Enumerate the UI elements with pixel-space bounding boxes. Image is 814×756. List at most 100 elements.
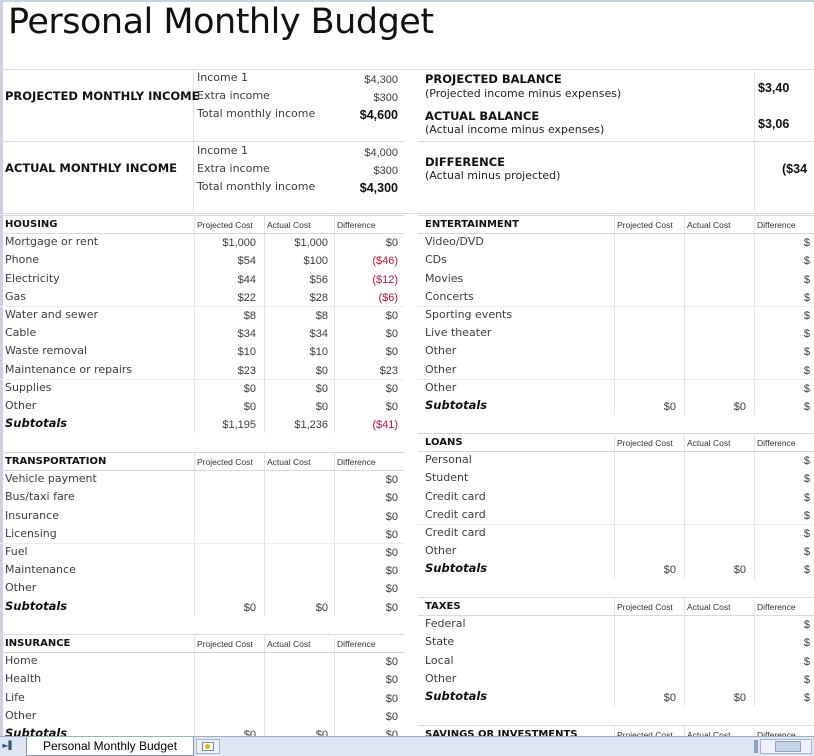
row-label: Gas	[5, 289, 26, 303]
difference-cell[interactable]: $0	[385, 583, 398, 596]
projected-income-value[interactable]: $4,300	[364, 74, 398, 86]
actual-cell[interactable]: $8	[315, 310, 328, 322]
difference-cell[interactable]: $	[803, 382, 810, 395]
difference-cell[interactable]: $0	[385, 474, 398, 487]
actual-cell[interactable]: $0	[315, 364, 328, 377]
actual-cell[interactable]: $28	[309, 291, 328, 304]
difference-cell[interactable]: $	[803, 328, 810, 341]
difference-cell[interactable]: $0	[385, 328, 398, 341]
actual-cell[interactable]: $10	[309, 346, 328, 359]
difference-cell[interactable]: $	[803, 509, 810, 522]
difference-cell[interactable]: ($6)	[378, 291, 398, 304]
tab-split-handle[interactable]	[754, 740, 758, 753]
difference-cell[interactable]: $	[803, 364, 810, 377]
difference-cell[interactable]: $	[803, 673, 810, 686]
new-sheet-icon	[202, 742, 214, 751]
difference-cell[interactable]: $0	[385, 547, 398, 559]
projected-cell[interactable]: $10	[237, 346, 256, 359]
actual-total-value[interactable]: $4,300	[359, 181, 398, 195]
difference-cell[interactable]: $23	[379, 364, 398, 377]
section-heading: TRANSPORTATION	[5, 456, 107, 467]
scrollbar-thumb[interactable]	[775, 741, 801, 752]
actual-income-value[interactable]: $4,000	[364, 147, 398, 159]
actual-cell[interactable]: $1,000	[294, 237, 328, 250]
projected-cell[interactable]: $22	[237, 291, 256, 304]
difference-cell[interactable]: ($12)	[372, 273, 398, 286]
actual-balance-value[interactable]: $3,06	[758, 117, 790, 131]
difference-cell[interactable]: $0	[385, 510, 398, 523]
projected-cell[interactable]: $8	[243, 310, 256, 322]
difference-cell[interactable]: $0	[385, 237, 398, 250]
difference-cell[interactable]: $0	[385, 401, 398, 413]
tab-scroll-last-icon[interactable]: ►▌	[2, 741, 15, 750]
new-sheet-star-icon	[205, 744, 210, 749]
difference-cell[interactable]: $	[803, 310, 810, 322]
section-heading: HOUSING	[5, 219, 58, 230]
subtotal-label: Subtotals	[5, 726, 68, 736]
section-divider	[0, 452, 404, 453]
page-title: Personal Monthly Budget	[8, 2, 434, 42]
difference-cell[interactable]: $0	[385, 346, 398, 359]
insert-sheet-button[interactable]	[196, 739, 220, 754]
header-underline	[0, 470, 404, 472]
column-divider	[264, 452, 265, 616]
difference-cell[interactable]: $	[803, 637, 810, 650]
header-underline	[0, 233, 404, 235]
divider	[0, 141, 405, 142]
row-label: Cable	[5, 326, 37, 340]
sheet-tab-bar: ►▌ Personal Monthly Budget	[0, 736, 814, 756]
projected-cell[interactable]: $54	[237, 255, 256, 268]
difference-cell[interactable]: $	[803, 528, 810, 540]
difference-value[interactable]: ($34	[782, 162, 808, 176]
actual-extra-value[interactable]: $300	[373, 165, 398, 177]
difference-cell[interactable]: $	[803, 455, 810, 468]
difference-cell[interactable]: $	[803, 473, 810, 486]
difference-cell[interactable]: $	[803, 291, 810, 304]
projected-cell[interactable]: $23	[237, 364, 256, 377]
column-divider	[614, 597, 615, 707]
projected-balance-value[interactable]: $3,40	[758, 81, 790, 95]
section-divider	[0, 634, 404, 635]
difference-cell[interactable]: $0	[385, 565, 398, 578]
column-header-actual: Actual Cost	[267, 639, 311, 649]
difference-cell[interactable]: $0	[385, 492, 398, 505]
column-header-actual: Actual Cost	[687, 730, 731, 736]
actual-cell[interactable]: $0	[315, 382, 328, 395]
actual-cell[interactable]: $0	[315, 401, 328, 413]
difference-cell[interactable]: ($46)	[372, 255, 398, 268]
row-label: Other	[425, 544, 457, 558]
row-label: Other	[425, 380, 457, 394]
difference-cell[interactable]: $	[803, 619, 810, 632]
difference-cell[interactable]: $	[803, 655, 810, 668]
difference-cell[interactable]: $0	[385, 382, 398, 395]
divider	[193, 69, 194, 213]
projected-total-value[interactable]: $4,600	[359, 108, 398, 122]
difference-cell[interactable]: $	[803, 546, 810, 559]
difference-cell[interactable]: $	[803, 237, 810, 250]
difference-cell[interactable]: $	[803, 273, 810, 286]
actual-cell[interactable]: $100	[303, 255, 328, 268]
projected-extra-value[interactable]: $300	[373, 92, 398, 104]
row-label: Other	[425, 362, 457, 376]
difference-cell[interactable]: $0	[385, 692, 398, 705]
difference-cell[interactable]: $	[803, 346, 810, 359]
sheet-tab-personal-monthly-budget[interactable]: Personal Monthly Budget	[26, 737, 194, 756]
column-header-actual: Actual Cost	[267, 220, 311, 230]
difference-cell[interactable]: $0	[385, 528, 398, 541]
projected-cell[interactable]: $44	[237, 273, 256, 286]
projected-cell[interactable]: $34	[237, 328, 256, 341]
difference-cell[interactable]: $	[803, 491, 810, 504]
difference-cell[interactable]: $0	[385, 656, 398, 669]
projected-cell[interactable]: $1,000	[222, 237, 256, 250]
column-header-actual: Actual Cost	[687, 438, 731, 448]
difference-cell[interactable]: $0	[385, 674, 398, 687]
projected-cell[interactable]: $0	[243, 382, 256, 395]
horizontal-scrollbar[interactable]	[760, 739, 812, 754]
difference-cell[interactable]: $0	[385, 710, 398, 723]
difference-cell[interactable]: $0	[385, 310, 398, 322]
projected-cell[interactable]: $0	[243, 401, 256, 413]
difference-cell[interactable]: $	[803, 255, 810, 268]
section-divider	[418, 215, 814, 216]
actual-cell[interactable]: $56	[309, 273, 328, 286]
actual-cell[interactable]: $34	[309, 328, 328, 341]
